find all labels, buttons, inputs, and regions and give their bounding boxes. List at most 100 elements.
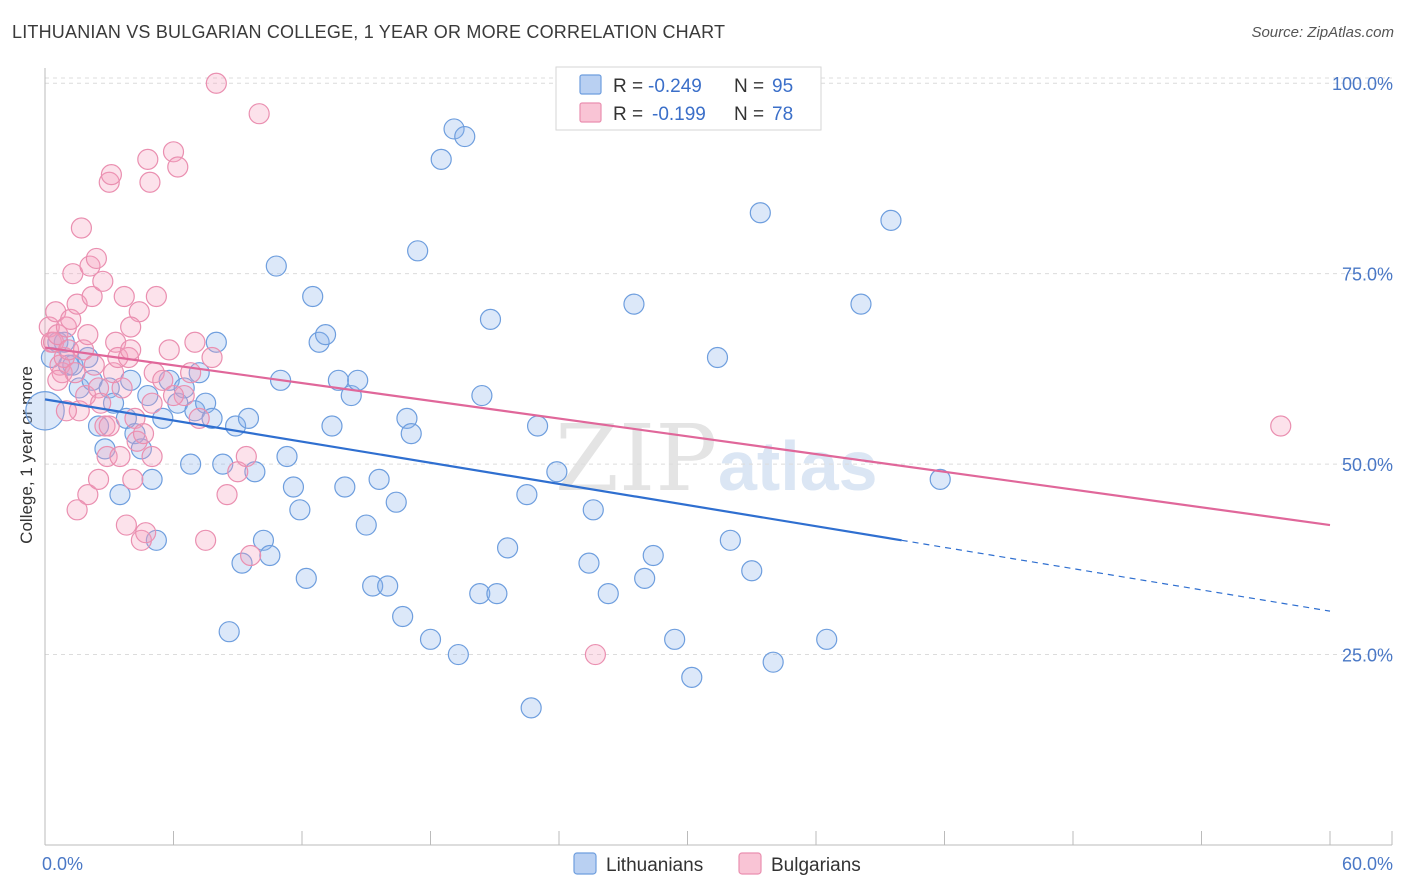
data-point <box>47 369 69 391</box>
data-point <box>120 339 142 361</box>
data-point <box>578 552 600 574</box>
data-point <box>145 285 167 308</box>
data-point <box>141 468 163 490</box>
data-point <box>623 293 645 315</box>
data-point <box>98 171 120 193</box>
data-point <box>259 544 281 567</box>
y-axis-label: College, 1 year or more <box>17 366 36 544</box>
data-point <box>295 567 317 589</box>
data-point <box>276 445 298 468</box>
data-point <box>749 202 771 224</box>
chart-title: LITHUANIAN VS BULGARIAN COLLEGE, 1 YEAR … <box>12 22 726 42</box>
data-point <box>55 400 78 422</box>
data-point <box>109 483 131 506</box>
y-tick-label: 100.0% <box>1332 74 1393 94</box>
legend-r-label-1: R = <box>613 76 643 97</box>
data-point <box>205 72 227 94</box>
series-bulgarians <box>38 72 1292 666</box>
data-point <box>120 316 142 338</box>
data-point <box>92 270 114 292</box>
correlation-legend: R = -0.249 N = 95 R = -0.199 N = 78 <box>555 66 822 131</box>
data-point <box>235 445 257 468</box>
data-point <box>231 552 253 574</box>
x-tick-label: 0.0% <box>42 854 83 874</box>
data-point <box>1270 415 1292 437</box>
data-point <box>135 522 157 544</box>
legend-r-value-1: -0.249 <box>648 76 702 97</box>
data-point <box>362 575 384 597</box>
data-point <box>141 445 163 468</box>
series-lithuanians <box>25 118 951 719</box>
data-point <box>240 544 262 567</box>
data-point <box>719 529 741 551</box>
data-point <box>368 468 390 490</box>
data-point <box>162 384 185 407</box>
data-point <box>302 285 324 308</box>
data-point <box>195 529 217 551</box>
data-point <box>454 125 476 148</box>
data-point <box>85 247 108 270</box>
data-point <box>83 354 105 376</box>
source-credit: Source: ZipAtlas.com <box>1251 24 1394 41</box>
data-point <box>289 499 311 521</box>
data-point <box>347 369 369 391</box>
series-legend-label-lithuanians: Lithuanians <box>606 855 703 876</box>
series-legend-swatch-bulgarians <box>738 852 762 875</box>
data-point <box>158 339 180 361</box>
x-tick-label: 60.0% <box>1342 854 1393 874</box>
legend-n-label-2: N = <box>734 104 764 125</box>
data-point <box>681 666 703 689</box>
data-point <box>447 643 469 666</box>
data-point <box>471 384 493 407</box>
data-point <box>443 118 465 140</box>
data-point <box>486 583 508 605</box>
data-point <box>109 445 131 468</box>
data-point <box>218 621 240 643</box>
legend-n-value-1: 95 <box>772 76 793 97</box>
legend-n-value-2: 78 <box>772 104 793 125</box>
data-point <box>100 164 122 186</box>
y-tick-label: 75.0% <box>1342 265 1393 285</box>
data-point <box>314 324 337 346</box>
data-point <box>762 651 784 673</box>
data-point <box>327 369 350 391</box>
watermark-atlas: atlas <box>718 427 878 505</box>
data-point <box>184 331 206 353</box>
data-point <box>385 491 407 513</box>
data-point <box>87 415 110 437</box>
data-point <box>265 255 287 277</box>
data-point <box>167 156 189 178</box>
data-point <box>634 567 656 589</box>
data-point <box>201 407 223 430</box>
data-point <box>497 537 519 559</box>
legend-n-label-1: N = <box>734 76 764 97</box>
data-point <box>377 575 399 597</box>
data-point <box>407 240 429 262</box>
data-point <box>47 324 69 346</box>
data-point <box>479 308 502 330</box>
y-tick-label: 25.0% <box>1342 646 1393 666</box>
data-point <box>132 423 155 445</box>
data-point <box>87 377 110 399</box>
data-point <box>850 293 872 315</box>
data-point <box>152 369 174 391</box>
data-point <box>180 453 202 475</box>
trend-line-lithuanians-extrapolated <box>901 539 1331 612</box>
data-point <box>392 605 414 628</box>
data-point <box>115 514 137 536</box>
data-point <box>584 643 607 666</box>
legend-swatch-bulgarians <box>579 102 602 123</box>
data-point <box>70 217 93 239</box>
data-point <box>248 103 270 125</box>
data-point <box>137 148 159 171</box>
data-point <box>430 148 452 171</box>
legend-swatch-lithuanians <box>579 74 602 95</box>
trend-lines <box>44 346 1331 612</box>
axes <box>44 68 1393 846</box>
data-point <box>469 583 491 605</box>
data-point <box>321 415 343 437</box>
data-point <box>81 285 103 308</box>
data-point <box>355 514 377 536</box>
tick-labels: 25.0% 50.0% 75.0% 100.0% 0.0% 60.0% <box>42 74 1393 874</box>
